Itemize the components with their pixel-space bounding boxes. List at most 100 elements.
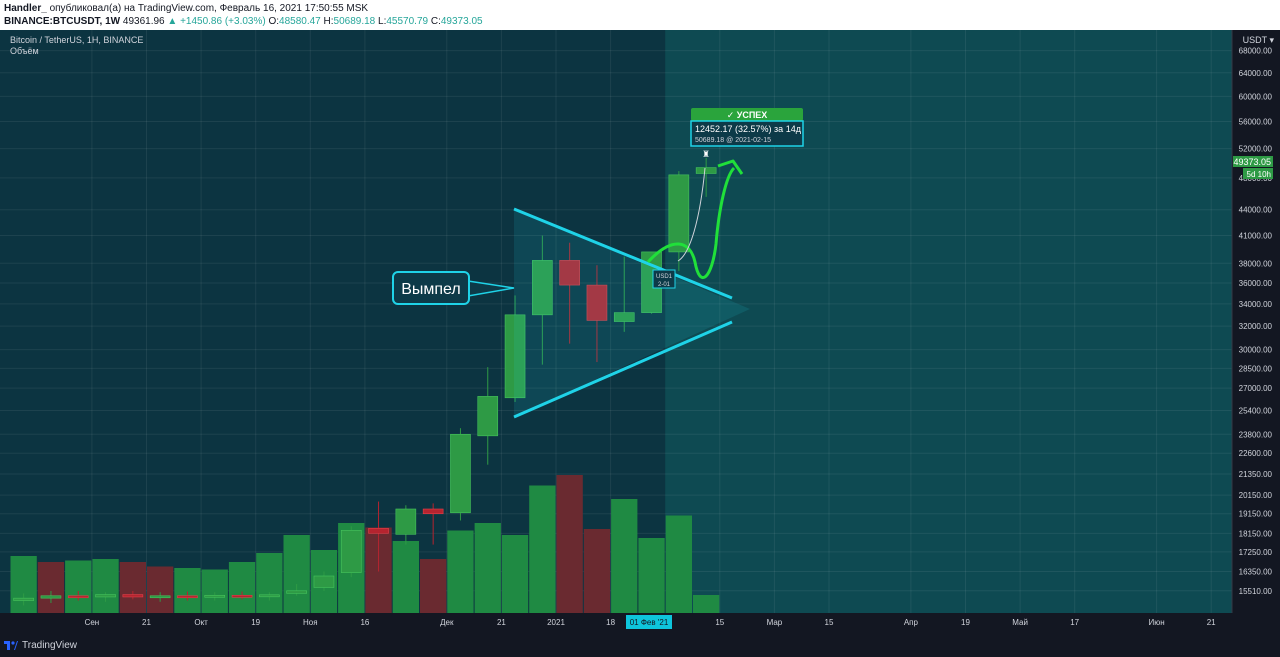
candle-body <box>13 597 34 601</box>
low-label: L: <box>378 16 387 27</box>
volume-bar <box>119 562 146 613</box>
callout-box <box>392 271 470 305</box>
candle-body <box>422 508 444 515</box>
price-tick: 38000.00 <box>1239 259 1273 268</box>
price-chart[interactable]: Вымпел ♜ USD1 2-01 ✓ УСПЕХ 12452.17 (32.… <box>0 30 1280 634</box>
price-tick: 25400.00 <box>1239 407 1273 416</box>
time-tick: 21 <box>1207 618 1216 627</box>
grid <box>0 30 1232 613</box>
volume-bar <box>556 475 583 613</box>
candle-body <box>204 594 226 598</box>
breakout-label: USD1 2-01 <box>652 269 676 289</box>
breakout-line2: 2-01 <box>658 282 671 288</box>
volume-bar <box>392 541 419 613</box>
candle-body <box>368 528 389 534</box>
pennant-callout[interactable]: Вымпел <box>392 271 515 305</box>
pennant-drawing[interactable] <box>513 207 750 419</box>
bar-countdown: 5d 10h <box>1247 170 1271 179</box>
price-tick: 17250.00 <box>1239 548 1273 557</box>
author-name[interactable]: Handler_ <box>4 3 47 14</box>
target-trace <box>677 167 706 262</box>
time-tick: 17 <box>1070 618 1079 627</box>
price-tick: 28500.00 <box>1239 364 1273 373</box>
chart-title: Bitcoin / TetherUS, 1H, BINANCE <box>10 35 143 45</box>
time-tick: Май <box>1012 618 1028 627</box>
price-tick: 64000.00 <box>1239 69 1273 78</box>
published-text: опубликовал(а) на TradingView.com, Февра… <box>49 3 369 14</box>
candle-body <box>559 260 580 286</box>
candle-body <box>313 575 335 588</box>
time-tick: 18 <box>606 618 615 627</box>
currency-selector[interactable]: USDT ▾ <box>1243 35 1275 45</box>
time-highlight: 01 Фев '21 <box>630 618 669 627</box>
price-tick: 18150.00 <box>1239 529 1273 538</box>
price-tick: 68000.00 <box>1239 47 1273 56</box>
price-change: ▲ +1450.86 (+3.03%) <box>167 16 266 27</box>
volume-bar <box>201 569 228 613</box>
measure-line2: 50689.18 @ 2021-02-15 <box>695 137 771 144</box>
pennant-upper-line[interactable] <box>513 207 733 300</box>
candle-body <box>95 594 116 598</box>
time-tick: Ноя <box>303 618 318 627</box>
candle-body <box>450 433 471 514</box>
time-tick: 16 <box>360 618 369 627</box>
candle-body <box>586 284 608 321</box>
time-axis-labels: Сен 21 Окт 19 Ноя 16 Дек 21 2021 18 15 Мар 15 Апр 19 Ма… <box>85 618 1217 627</box>
symbol-name: BINANCE:BTCUSDT, 1W <box>4 16 121 27</box>
volume-bar <box>283 535 310 613</box>
brand-name[interactable]: TradingView <box>22 640 78 651</box>
candle-body <box>286 590 307 594</box>
price-tick: 44000.00 <box>1239 206 1273 215</box>
volume-bar <box>92 559 119 613</box>
volume-bar <box>256 553 283 613</box>
countdown-badge <box>1243 168 1273 179</box>
price-tick: 15510.00 <box>1239 587 1273 596</box>
forecast-arrow[interactable] <box>646 159 744 279</box>
symbol-info: BINANCE:BTCUSDT, 1W 49361.96 ▲ +1450.86 … <box>4 16 483 27</box>
time-tick: Апр <box>904 618 919 627</box>
pennant-lower-line[interactable] <box>513 320 733 419</box>
price-tick: 23800.00 <box>1239 430 1273 439</box>
volume-bar <box>529 485 556 613</box>
publish-info: Handler_ опубликовал(а) на TradingView.c… <box>4 3 368 14</box>
close-value: 49373.05 <box>440 16 483 27</box>
price-tick: 30000.00 <box>1239 346 1273 355</box>
candle-body <box>259 594 280 598</box>
candle-body <box>668 174 690 253</box>
price-tick: 21350.00 <box>1239 470 1273 479</box>
price-tick: 36000.00 <box>1239 279 1273 288</box>
time-tick: Мар <box>767 618 783 627</box>
time-tick: Окт <box>194 618 208 627</box>
chart-area[interactable]: Вымпел ♜ USD1 2-01 ✓ УСПЕХ 12452.17 (32.… <box>0 30 1280 634</box>
time-tick: Дек <box>440 618 454 627</box>
volume-bar <box>693 595 720 613</box>
time-tick: 2021 <box>547 618 565 627</box>
success-badge <box>691 108 803 121</box>
time-tick: 19 <box>961 618 970 627</box>
footer: TradingView <box>0 634 1280 657</box>
success-label: ✓ УСПЕХ <box>727 110 768 120</box>
candle-body <box>504 314 526 399</box>
success-callout[interactable]: ✓ УСПЕХ 12452.17 (32.57%) за 14д 50689.1… <box>690 108 804 147</box>
target-marker-icon: ♜ <box>702 149 710 159</box>
volume-label[interactable]: Объём <box>10 46 39 56</box>
candle-body <box>340 530 362 573</box>
low-value: 45570.79 <box>386 16 429 27</box>
price-tick: 27000.00 <box>1239 384 1273 393</box>
volume-bar <box>583 529 611 613</box>
candle-body <box>477 396 499 437</box>
volume-bar <box>665 515 692 613</box>
price-tick: 22600.00 <box>1239 449 1273 458</box>
volume-bar <box>174 568 201 613</box>
volume-bar <box>611 499 638 613</box>
candles <box>13 157 717 606</box>
current-price: 49373.05 <box>1233 157 1271 167</box>
time-tick: Июн <box>1149 618 1165 627</box>
high-value: 50689.18 <box>333 16 376 27</box>
candle-body <box>122 594 144 598</box>
measure-line1: 12452.17 (32.57%) за 14д <box>695 124 802 134</box>
candle-body <box>40 595 62 599</box>
open-label: O: <box>268 16 280 27</box>
price-tick: 19150.00 <box>1239 510 1273 519</box>
volume-bar <box>447 530 474 613</box>
